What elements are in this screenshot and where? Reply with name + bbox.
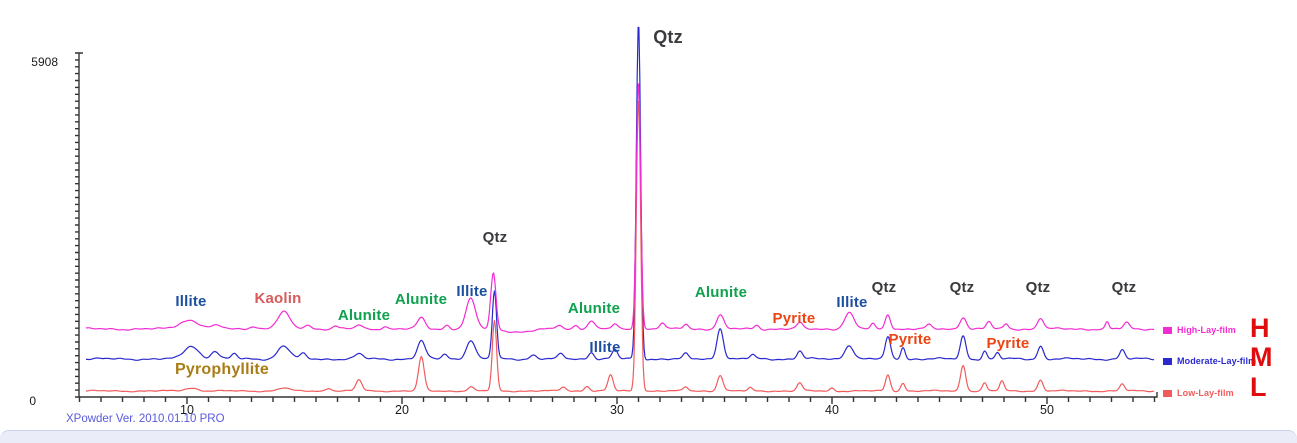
- series-letter-h: H: [1250, 313, 1270, 343]
- annotation-kaolin: Kaolin: [254, 290, 302, 307]
- annotation-illite: Illite: [175, 293, 207, 310]
- series-letter-l: L: [1250, 372, 1267, 402]
- annotation-illite: Illite: [589, 339, 621, 356]
- legend-label: Moderate-Lay-film: [1177, 356, 1257, 366]
- axes-and-ticks: [75, 52, 1158, 404]
- annotation-qtz: Qtz: [871, 279, 897, 296]
- curve-moderate-lay-film: [86, 26, 1155, 361]
- y-axis-min-label: 0: [29, 394, 36, 408]
- x-tick-label-50: 50: [1040, 403, 1054, 417]
- annotation-alunite: Alunite: [694, 284, 748, 301]
- annotation-pyrite: Pyrite: [772, 310, 816, 327]
- legend-item-low-lay-film: Low-Lay-film: [1163, 388, 1234, 398]
- legend-item-high-lay-film: High-Lay-film: [1163, 325, 1236, 335]
- annotation-qtz: Qtz: [1025, 279, 1051, 296]
- curve-low-lay-film: [86, 100, 1155, 393]
- annotation-pyrophyllite: Pyrophyllite: [175, 361, 269, 378]
- series-letter-m: M: [1250, 342, 1273, 372]
- x-tick-label-40: 40: [825, 403, 839, 417]
- legend-swatch: [1163, 357, 1172, 365]
- annotation-alunite: Alunite: [394, 291, 448, 308]
- annotation-pyrite: Pyrite: [986, 335, 1030, 352]
- legend-swatch: [1163, 389, 1172, 397]
- window-bottom-strip: [0, 430, 1297, 443]
- annotation-pyrite: Pyrite: [888, 331, 932, 348]
- software-credit: XPowder Ver. 2010.01.10 PRO: [66, 413, 225, 425]
- x-tick-label-20: 20: [395, 403, 409, 417]
- annotation-qtz: Qtz: [1111, 279, 1137, 296]
- x-tick-label-30: 30: [610, 403, 624, 417]
- annotation-alunite: Alunite: [337, 307, 391, 324]
- legend-label: Low-Lay-film: [1177, 388, 1234, 398]
- annotation-qtz: Qtz: [949, 279, 975, 296]
- y-axis-max-label: 5908: [31, 55, 58, 69]
- annotation-alunite: Alunite: [567, 300, 621, 317]
- x-tick-label-10: 10: [180, 403, 194, 417]
- curve-high-lay-film: [85, 83, 1155, 333]
- annotation-qtz: Qtz: [653, 27, 683, 47]
- legend-label: High-Lay-film: [1177, 325, 1236, 335]
- legend-swatch: [1163, 326, 1172, 334]
- annotation-illite: Illite: [836, 294, 868, 311]
- legend-item-moderate-lay-film: Moderate-Lay-film: [1163, 356, 1256, 366]
- annotation-qtz: Qtz: [482, 229, 508, 246]
- annotation-illite: Illite: [456, 283, 488, 300]
